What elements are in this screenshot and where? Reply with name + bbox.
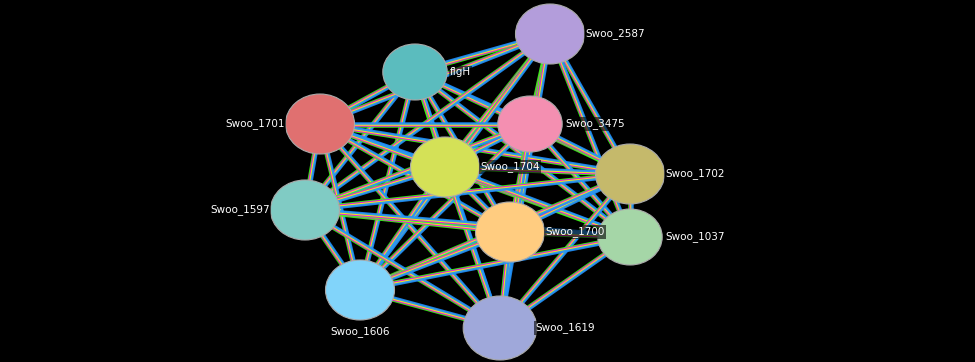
Ellipse shape: [498, 96, 563, 152]
Ellipse shape: [598, 209, 662, 265]
Text: Swoo_2587: Swoo_2587: [585, 29, 644, 39]
Ellipse shape: [516, 4, 584, 64]
Text: Swoo_1037: Swoo_1037: [665, 232, 724, 243]
Text: Swoo_1701: Swoo_1701: [225, 118, 285, 130]
Ellipse shape: [270, 180, 339, 240]
Ellipse shape: [410, 137, 480, 197]
Ellipse shape: [326, 260, 395, 320]
Text: Swoo_1619: Swoo_1619: [535, 323, 595, 333]
Ellipse shape: [463, 296, 537, 360]
Ellipse shape: [476, 202, 544, 262]
Text: Swoo_1606: Swoo_1606: [331, 327, 390, 337]
Ellipse shape: [383, 44, 448, 100]
Ellipse shape: [286, 94, 355, 154]
Text: Swoo_1702: Swoo_1702: [665, 169, 724, 180]
Text: Swoo_1597: Swoo_1597: [211, 205, 270, 215]
Ellipse shape: [596, 144, 665, 204]
Text: Swoo_3475: Swoo_3475: [565, 118, 625, 130]
Text: Swoo_1704: Swoo_1704: [480, 161, 539, 172]
Text: Swoo_1700: Swoo_1700: [545, 227, 604, 237]
Text: flgH: flgH: [450, 67, 471, 77]
